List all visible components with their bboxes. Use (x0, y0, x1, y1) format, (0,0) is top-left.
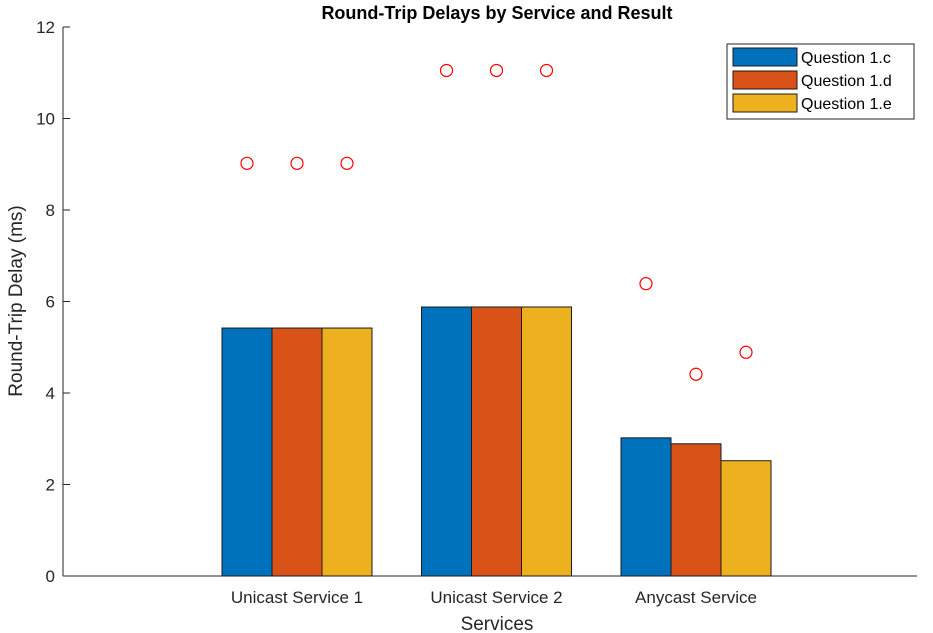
legend-swatch (732, 47, 798, 67)
bar (620, 437, 672, 577)
marker-point (489, 63, 504, 78)
marker-point (340, 156, 354, 170)
y-tick-label: 6 (46, 293, 55, 312)
bar (670, 443, 722, 577)
bar (720, 460, 772, 577)
x-tick-label: Anycast Service (635, 588, 757, 607)
bars (221, 306, 772, 577)
bar (421, 306, 472, 577)
y-tick-label: 8 (46, 201, 55, 220)
y-tick-label: 2 (46, 476, 55, 495)
marker-point (240, 156, 254, 170)
y-tick-label: 0 (46, 567, 55, 586)
y-tick-label: 10 (36, 110, 55, 129)
bar (471, 306, 522, 577)
bar (321, 327, 373, 577)
legend-swatch (732, 70, 798, 90)
legend-label: Question 1.d (801, 73, 892, 90)
bar (521, 306, 572, 577)
marker-point (539, 63, 554, 78)
bar (221, 327, 273, 577)
marker-point (639, 277, 653, 291)
marker-point (290, 156, 304, 170)
chart-title: Round-Trip Delays by Service and Result (321, 3, 672, 23)
marker-point (739, 345, 753, 359)
marker-point (689, 367, 703, 381)
axes: 0 2 4 6 8 10 12 Unicast Service 1 Unicast Servic… (36, 18, 917, 607)
y-tick-label: 4 (46, 384, 55, 403)
x-tick-label: Unicast Service 1 (231, 588, 363, 607)
x-tick-label: Unicast Service 2 (430, 588, 562, 607)
legend-swatch (732, 93, 798, 113)
markers (240, 63, 753, 381)
y-axis-title: Round-Trip Delay (ms) (6, 205, 27, 396)
y-tick-label: 12 (36, 18, 55, 37)
bar (271, 327, 323, 577)
marker-point (439, 63, 454, 78)
x-axis-title: Services (461, 614, 534, 633)
legend: Question 1.c Question 1.d Question 1.e (726, 43, 915, 120)
legend-label: Question 1.e (801, 96, 892, 113)
legend-label: Question 1.c (801, 50, 891, 67)
